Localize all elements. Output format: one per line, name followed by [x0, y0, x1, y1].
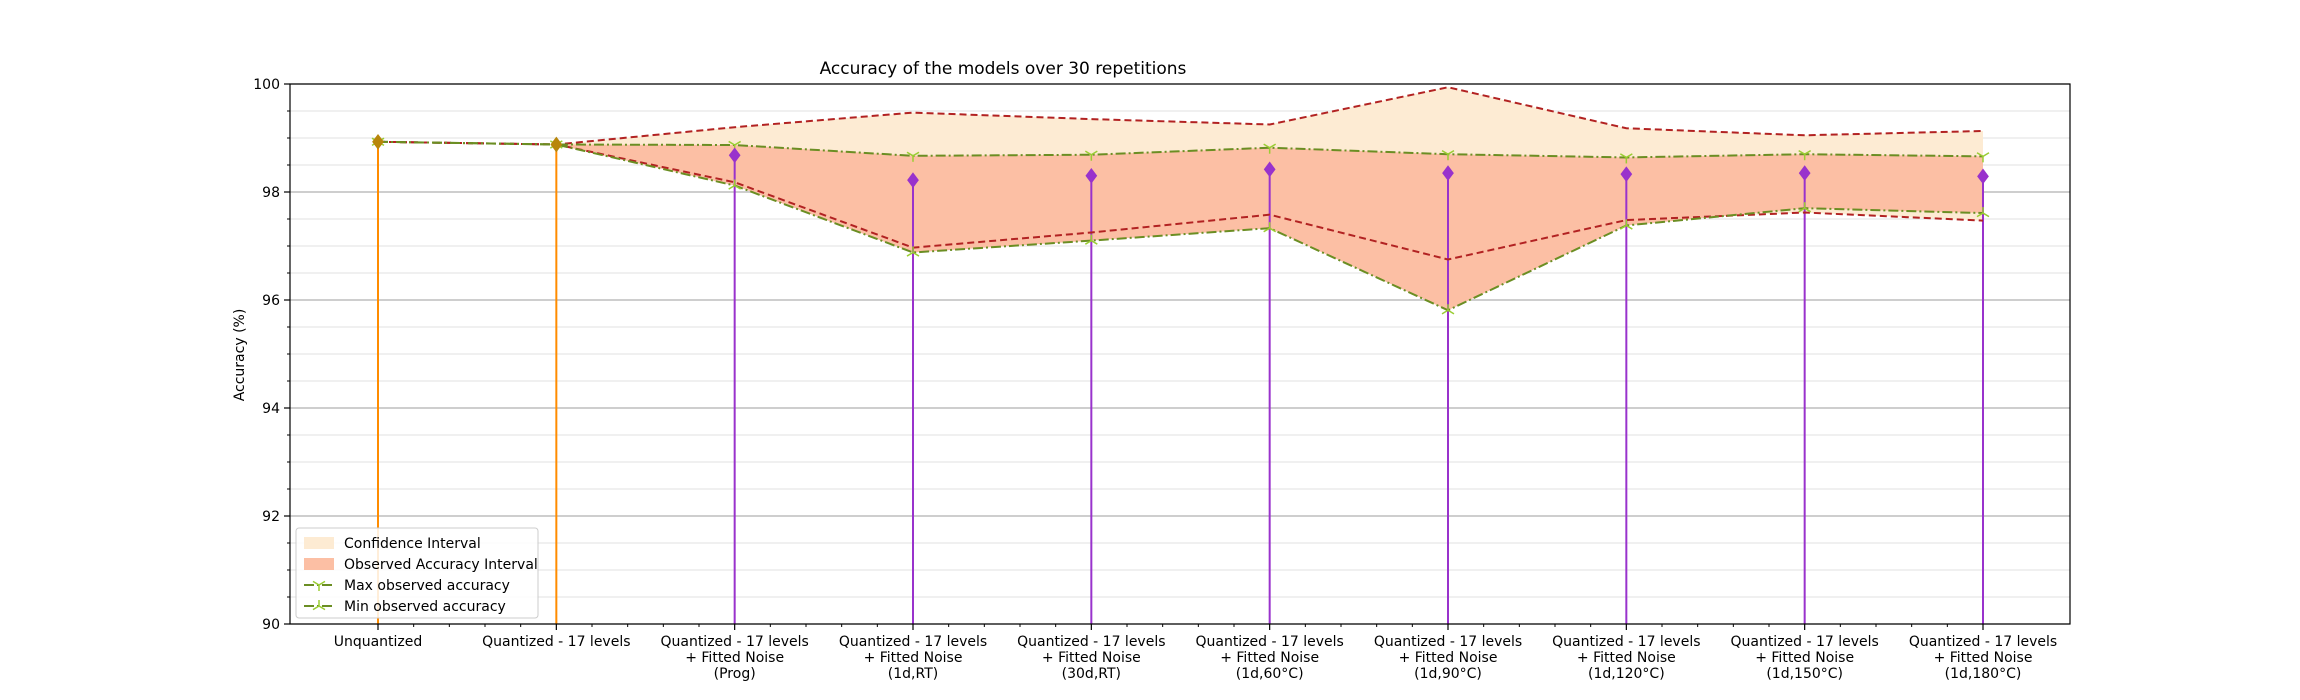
mean-accuracy-marker — [1798, 165, 1811, 181]
x-tick-label-line: + Fitted Noise — [1399, 650, 1498, 666]
min-observed-marker — [1263, 222, 1277, 233]
legend-entry: Max observed accuracy — [344, 578, 510, 594]
mean-accuracy-marker — [1977, 168, 1989, 185]
min-observed-marker — [1084, 234, 1098, 245]
x-tick-label-line: (1d,90°C) — [1414, 666, 1482, 682]
mean-accuracy-marker — [1263, 161, 1276, 178]
accuracy-stems — [377, 141, 1984, 624]
x-tick-label: Unquantized — [334, 634, 423, 650]
x-tick-label-line: Quantized - 17 levels — [1909, 634, 2057, 650]
y-tick-label: 98 — [262, 185, 280, 201]
mean-accuracy-marker — [1620, 166, 1633, 183]
min-observed-marker — [1976, 207, 1990, 218]
x-tick-label-line: + Fitted Noise — [1220, 650, 1319, 666]
y-axis-label: Accuracy (%) — [232, 309, 248, 402]
mean-accuracy-marker — [550, 136, 563, 153]
x-tick-label-line: Quantized - 17 levels — [660, 634, 808, 650]
axes: 90 92 94 96 98 100 Unquantized Quantized - 17 l… — [253, 77, 2071, 682]
min-observed-line — [377, 140, 1984, 312]
x-tick-label: Quantized - 17 levels + Fitted Noise (1d,R… — [839, 634, 987, 682]
x-tick-label: Quantized - 17 levels + Fitted Noise (Prog… — [660, 634, 808, 682]
x-tick-label-line: + Fitted Noise — [864, 650, 963, 666]
min-observed-marker — [1619, 219, 1633, 230]
x-tick-label-line: (1d,180°C) — [1945, 666, 2022, 682]
x-tick-label-line: + Fitted Noise — [1755, 650, 1854, 666]
x-tick-label: Quantized - 17 levels + Fitted Noise (1d,1… — [1730, 634, 1878, 682]
x-tick-label-line: + Fitted Noise — [1577, 650, 1676, 666]
x-tick-label-line: Quantized - 17 levels — [482, 634, 630, 650]
max-observed-marker — [1976, 152, 1990, 163]
y-tick-label: 90 — [262, 617, 280, 633]
mean-markers — [371, 133, 1990, 315]
x-tick-label-line: Quantized - 17 levels — [839, 634, 987, 650]
x-tick-label-line: (Prog) — [714, 666, 756, 682]
legend-entry: Min observed accuracy — [344, 599, 506, 615]
x-tick-label-line: Quantized - 17 levels — [1552, 634, 1700, 650]
x-tick-label: Quantized - 17 levels + Fitted Noise (30d,… — [1017, 634, 1165, 682]
confidence-upper-line — [377, 86, 1984, 146]
x-tick-label-line: Quantized - 17 levels — [1374, 634, 1522, 650]
max-observed-marker — [1619, 153, 1633, 164]
x-tick-label-line: (1d,120°C) — [1588, 666, 1665, 682]
mean-accuracy-marker — [1442, 165, 1454, 181]
mean-accuracy-marker — [372, 133, 384, 150]
x-tick-label-line: (1d,60°C) — [1236, 666, 1304, 682]
legend-entry: Observed Accuracy Interval — [344, 557, 538, 573]
legend-box — [295, 527, 539, 619]
x-tick-label-line: Quantized - 17 levels — [1195, 634, 1343, 650]
max-observed-marker — [1263, 143, 1277, 154]
max-observed-marker — [906, 151, 920, 162]
x-tick-label: Quantized - 17 levels + Fitted Noise (1d,1… — [1552, 634, 1700, 682]
mean-accuracy-marker — [1085, 167, 1098, 184]
legend-swatch-confidence — [304, 537, 334, 549]
interval-lines — [377, 86, 1984, 312]
x-tick-label-line: Unquantized — [334, 634, 423, 650]
mean-accuracy-marker — [728, 147, 741, 164]
min-observed-marker — [1441, 304, 1455, 315]
max-observed-marker — [1084, 150, 1098, 161]
legend-entry: Confidence Interval — [344, 536, 481, 552]
x-tick-label: Quantized - 17 levels + Fitted Noise (1d,9… — [1374, 634, 1522, 682]
x-tick-label-line: + Fitted Noise — [685, 650, 784, 666]
min-observed-marker — [1798, 202, 1812, 213]
legend-swatch-marker — [312, 600, 326, 611]
legend-swatch-marker — [312, 580, 326, 591]
x-tick-label-line: (30d,RT) — [1062, 666, 1121, 682]
x-tick-label-line: Quantized - 17 levels — [1017, 634, 1165, 650]
x-tick-label-line: + Fitted Noise — [1934, 650, 2033, 666]
x-tick-label-line: Quantized - 17 levels — [1730, 634, 1878, 650]
chart-title: Accuracy of the models over 30 repetitio… — [820, 59, 1187, 79]
y-tick-label: 94 — [262, 401, 280, 417]
y-tick-label: 100 — [253, 77, 280, 93]
x-tick-label: Quantized - 17 levels + Fitted Noise (1d,1… — [1909, 634, 2057, 682]
min-observed-marker — [728, 179, 742, 190]
x-tick-label-line: + Fitted Noise — [1042, 650, 1141, 666]
interval-fills — [378, 87, 1983, 311]
y-tick-label: 92 — [262, 509, 280, 525]
max-observed-marker — [1441, 149, 1455, 161]
y-tick-label: 96 — [262, 293, 280, 309]
max-observed-line — [377, 140, 1984, 159]
legend: Confidence Interval Observed Accuracy Int… — [295, 527, 539, 619]
max-observed-marker — [1798, 149, 1812, 161]
legend-swatch-observed — [304, 558, 334, 570]
observed-accuracy-area — [378, 141, 1983, 311]
x-tick-label: Quantized - 17 levels — [482, 634, 630, 650]
min-observed-marker — [906, 246, 920, 257]
x-tick-label: Quantized - 17 levels + Fitted Noise (1d,6… — [1195, 634, 1343, 682]
x-tick-label-line: (1d,150°C) — [1766, 666, 1843, 682]
mean-accuracy-marker — [907, 172, 919, 188]
x-tick-label-line: (1d,RT) — [888, 666, 938, 682]
